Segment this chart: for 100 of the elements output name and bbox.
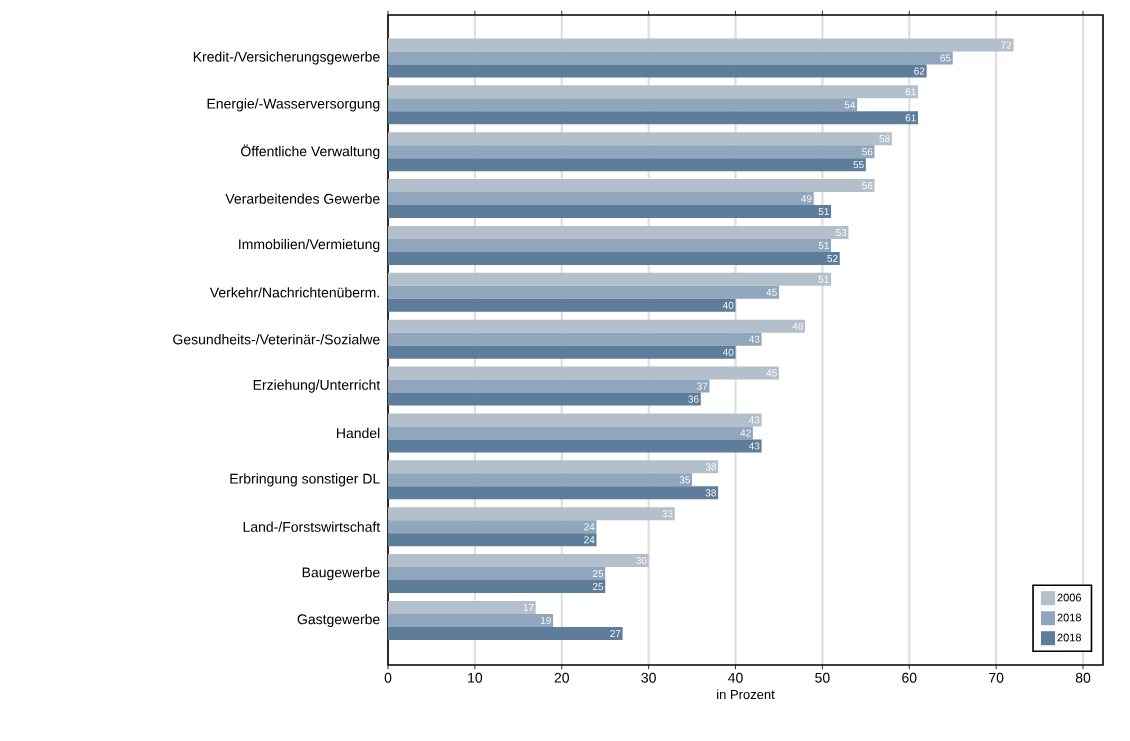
data-label: 61 (905, 88, 916, 96)
x-tick-label: 60 (902, 672, 917, 683)
bar (388, 85, 918, 99)
legend-label: 2018 (1057, 613, 1082, 622)
data-label: 42 (740, 429, 751, 437)
bar (388, 507, 675, 521)
bar (388, 145, 875, 159)
x-tick-label: 50 (815, 672, 830, 683)
data-label: 43 (748, 442, 760, 450)
bar (388, 251, 840, 265)
data-label: 54 (844, 101, 856, 109)
data-label: 65 (940, 54, 951, 62)
x-tick-label: 70 (989, 672, 1004, 683)
bar (388, 158, 866, 172)
data-label: 36 (688, 395, 699, 403)
bar (388, 345, 736, 359)
data-label: 30 (636, 557, 647, 565)
bar (388, 473, 693, 487)
data-label: 24 (584, 536, 595, 544)
bar (388, 38, 1014, 52)
y-tick-label: Verarbeitendes Gewerbe (225, 193, 380, 204)
x-tick-label: 40 (728, 672, 743, 683)
bar (388, 567, 606, 581)
y-tick-label: Erbringung sonstiger DL (230, 473, 380, 487)
bar (388, 413, 762, 427)
bar (388, 379, 710, 393)
data-label: 45 (766, 288, 777, 296)
data-label: 62 (914, 67, 925, 75)
bar (388, 111, 918, 125)
data-label: 51 (818, 242, 829, 249)
data-label: 43 (748, 416, 760, 424)
bar (388, 486, 719, 500)
legend-label: 2006 (1057, 593, 1082, 602)
data-label: 25 (592, 570, 604, 578)
x-tick-label: 10 (468, 672, 483, 683)
bar (388, 366, 779, 380)
y-tick-label: Energie/-Wasserversorgung (207, 98, 380, 112)
bar (388, 626, 623, 640)
data-label: 56 (862, 148, 873, 156)
bar (388, 392, 701, 406)
bar (388, 600, 536, 614)
data-label: 19 (541, 616, 551, 625)
data-label: 53 (836, 228, 847, 237)
bar (388, 613, 554, 627)
legend-label: 2018 (1057, 633, 1082, 642)
x-axis-title: in Prozent (717, 689, 775, 700)
data-label: 24 (584, 523, 595, 531)
bar (388, 319, 806, 333)
x-tick-label: 30 (641, 672, 656, 683)
bar (388, 439, 762, 453)
data-label: 33 (662, 510, 673, 518)
data-label: 27 (610, 629, 621, 637)
data-label: 51 (818, 208, 829, 216)
bar (388, 285, 779, 299)
data-label: 56 (862, 182, 873, 190)
bar (388, 520, 597, 534)
data-label: 61 (905, 114, 916, 122)
bar (388, 205, 832, 219)
y-tick-label: Gesundheits-/Veterinär-/Sozialwe (173, 334, 380, 345)
x-tick-label: 80 (1075, 672, 1091, 683)
data-label: 38 (705, 489, 716, 497)
bar (388, 64, 927, 78)
bar (388, 533, 597, 547)
data-label: 55 (853, 161, 864, 169)
bar (388, 426, 753, 440)
bar (388, 225, 849, 239)
data-label: 40 (722, 301, 734, 309)
y-tick-label: Immobilien/Vermietung (239, 238, 380, 253)
x-tick-label: 0 (384, 672, 392, 683)
y-tick-label: Kredit-/Versicherungsgewerbe (193, 51, 380, 65)
y-tick-label: Baugewerbe (302, 567, 380, 581)
x-tick-label: 20 (554, 672, 569, 683)
bar (388, 51, 953, 65)
bar (388, 332, 762, 346)
data-label: 52 (827, 254, 838, 263)
bar (388, 298, 736, 312)
data-label: 49 (801, 195, 812, 203)
data-label: 17 (523, 604, 534, 611)
bar (388, 272, 832, 286)
data-label: 51 (818, 275, 829, 283)
data-label: 45 (766, 369, 777, 377)
bar (388, 238, 832, 252)
data-label: 43 (748, 335, 760, 343)
y-tick-label: Verkehr/Nachrichtenüberm. (209, 287, 379, 298)
y-tick-label: Öffentliche Verwaltung (241, 144, 380, 160)
data-label: 48 (792, 322, 803, 330)
bar (388, 460, 719, 474)
y-tick-label: Gastgewerbe (297, 613, 380, 627)
data-label: 37 (697, 382, 708, 390)
data-label: 72 (1001, 41, 1012, 49)
y-tick-label: Land-/Forstswirtschaft (243, 521, 381, 532)
data-label: 40 (722, 348, 734, 356)
data-label: 58 (879, 135, 890, 143)
y-tick-label: Erziehung/Unterricht (253, 379, 381, 393)
bar (388, 554, 649, 568)
bar (388, 179, 875, 193)
bar (388, 580, 606, 594)
bar (388, 132, 892, 146)
data-label: 35 (679, 476, 690, 484)
bar (388, 192, 814, 206)
